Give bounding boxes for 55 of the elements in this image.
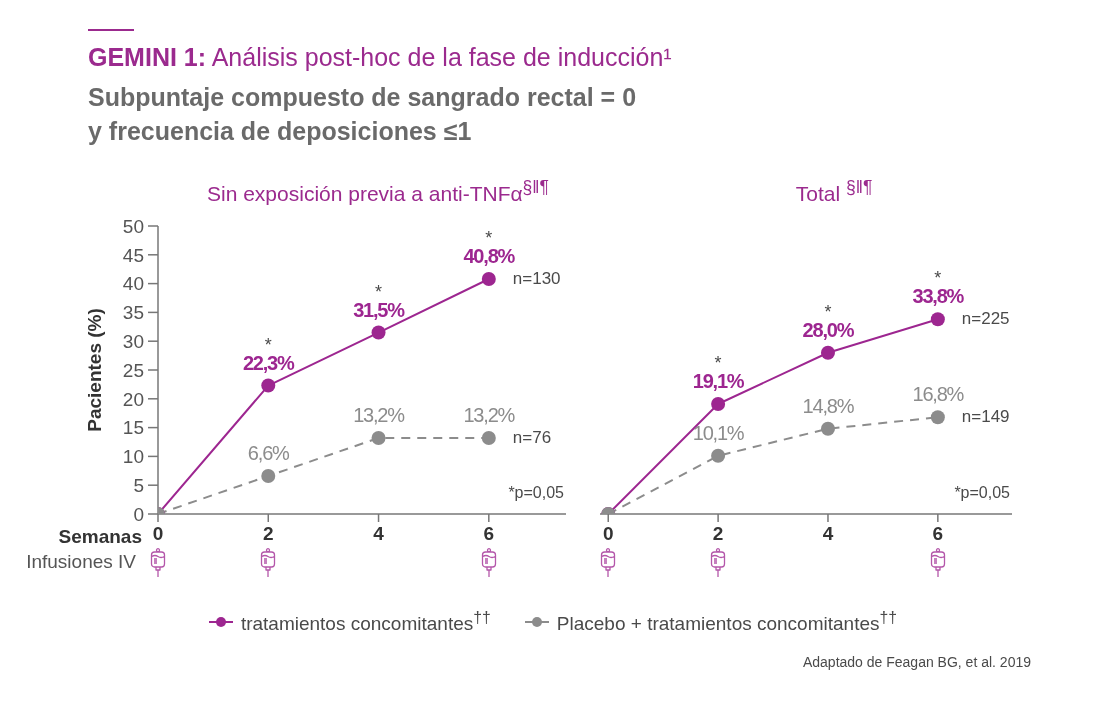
data-label: 14,8% [802,394,855,417]
x-tick-label: 4 [822,523,834,545]
y-tick-label: 0 [133,503,144,525]
point [930,312,945,327]
y-tick-label: 50 [122,215,144,237]
point [261,468,276,483]
data-label: 33,8% [912,285,965,308]
legend-label: Placebo + tratamientos concomitantes$^{††}$ [556,609,898,636]
x-tick-label: 2 [712,523,724,545]
x-tick-label: 6 [932,523,944,545]
y-tick-label: 40 [122,273,144,295]
chart-title: Sin exposición previa a anti-TNFα$^{§‖¶}$ [207,177,549,205]
x-axis-title: Semanas [58,526,142,547]
point [481,430,496,445]
text: Adaptado de Feagan BG, et al. 2019 [802,654,1031,670]
annotation: *p=0,05 [954,484,1010,501]
data-label: 10,1% [692,421,745,444]
point [371,325,386,340]
chart-title: Total $^{§‖¶}$ [795,177,873,205]
text: Subpuntaje compuesto de sangrado rectal = 0 y frecuencia de deposiciones ≤1 [88,83,637,145]
point [481,271,496,286]
y-axis-title: Pacientes (%) [84,308,105,432]
annotation: n=130 [512,268,561,288]
y-tick-label: 15 [122,417,144,439]
point [820,421,835,436]
y-tick-label: 35 [122,302,144,324]
x-tick-label: 6 [483,523,495,545]
x-tick-label: 4 [373,523,385,545]
y-tick-label: 45 [122,244,144,266]
data-label: 13,2% [353,403,406,426]
annotation: n=76 [512,427,552,447]
annotation: *p=0,05 [508,484,564,501]
text: GEMINI 1: Análisis post-hoc de la fase de inducción¹ [88,43,672,71]
y-tick-label: 5 [133,474,144,496]
x-tick-label: 0 [602,523,614,545]
annotation: n=225 [961,309,1010,329]
y-tick-label: 25 [122,359,144,381]
point [930,410,945,425]
point [261,378,276,393]
annotation: * [934,267,942,288]
point [371,430,386,445]
data-label: 16,8% [912,383,965,406]
point [711,396,726,411]
y-tick-label: 30 [122,330,144,352]
annotation: n=149 [961,407,1010,427]
x-tick-label: 2 [262,523,274,545]
y-tick-label: 10 [122,446,144,468]
legend-label: tratamientos concomitantes$^{††}$ [240,609,491,636]
point [711,448,726,463]
data-label: 13,2% [463,403,516,426]
data-label: 6,6% [247,441,291,464]
text: Infusiones IV [26,551,136,572]
y-tick-label: 20 [122,388,144,410]
point [820,345,835,360]
x-tick-label: 0 [152,523,164,545]
